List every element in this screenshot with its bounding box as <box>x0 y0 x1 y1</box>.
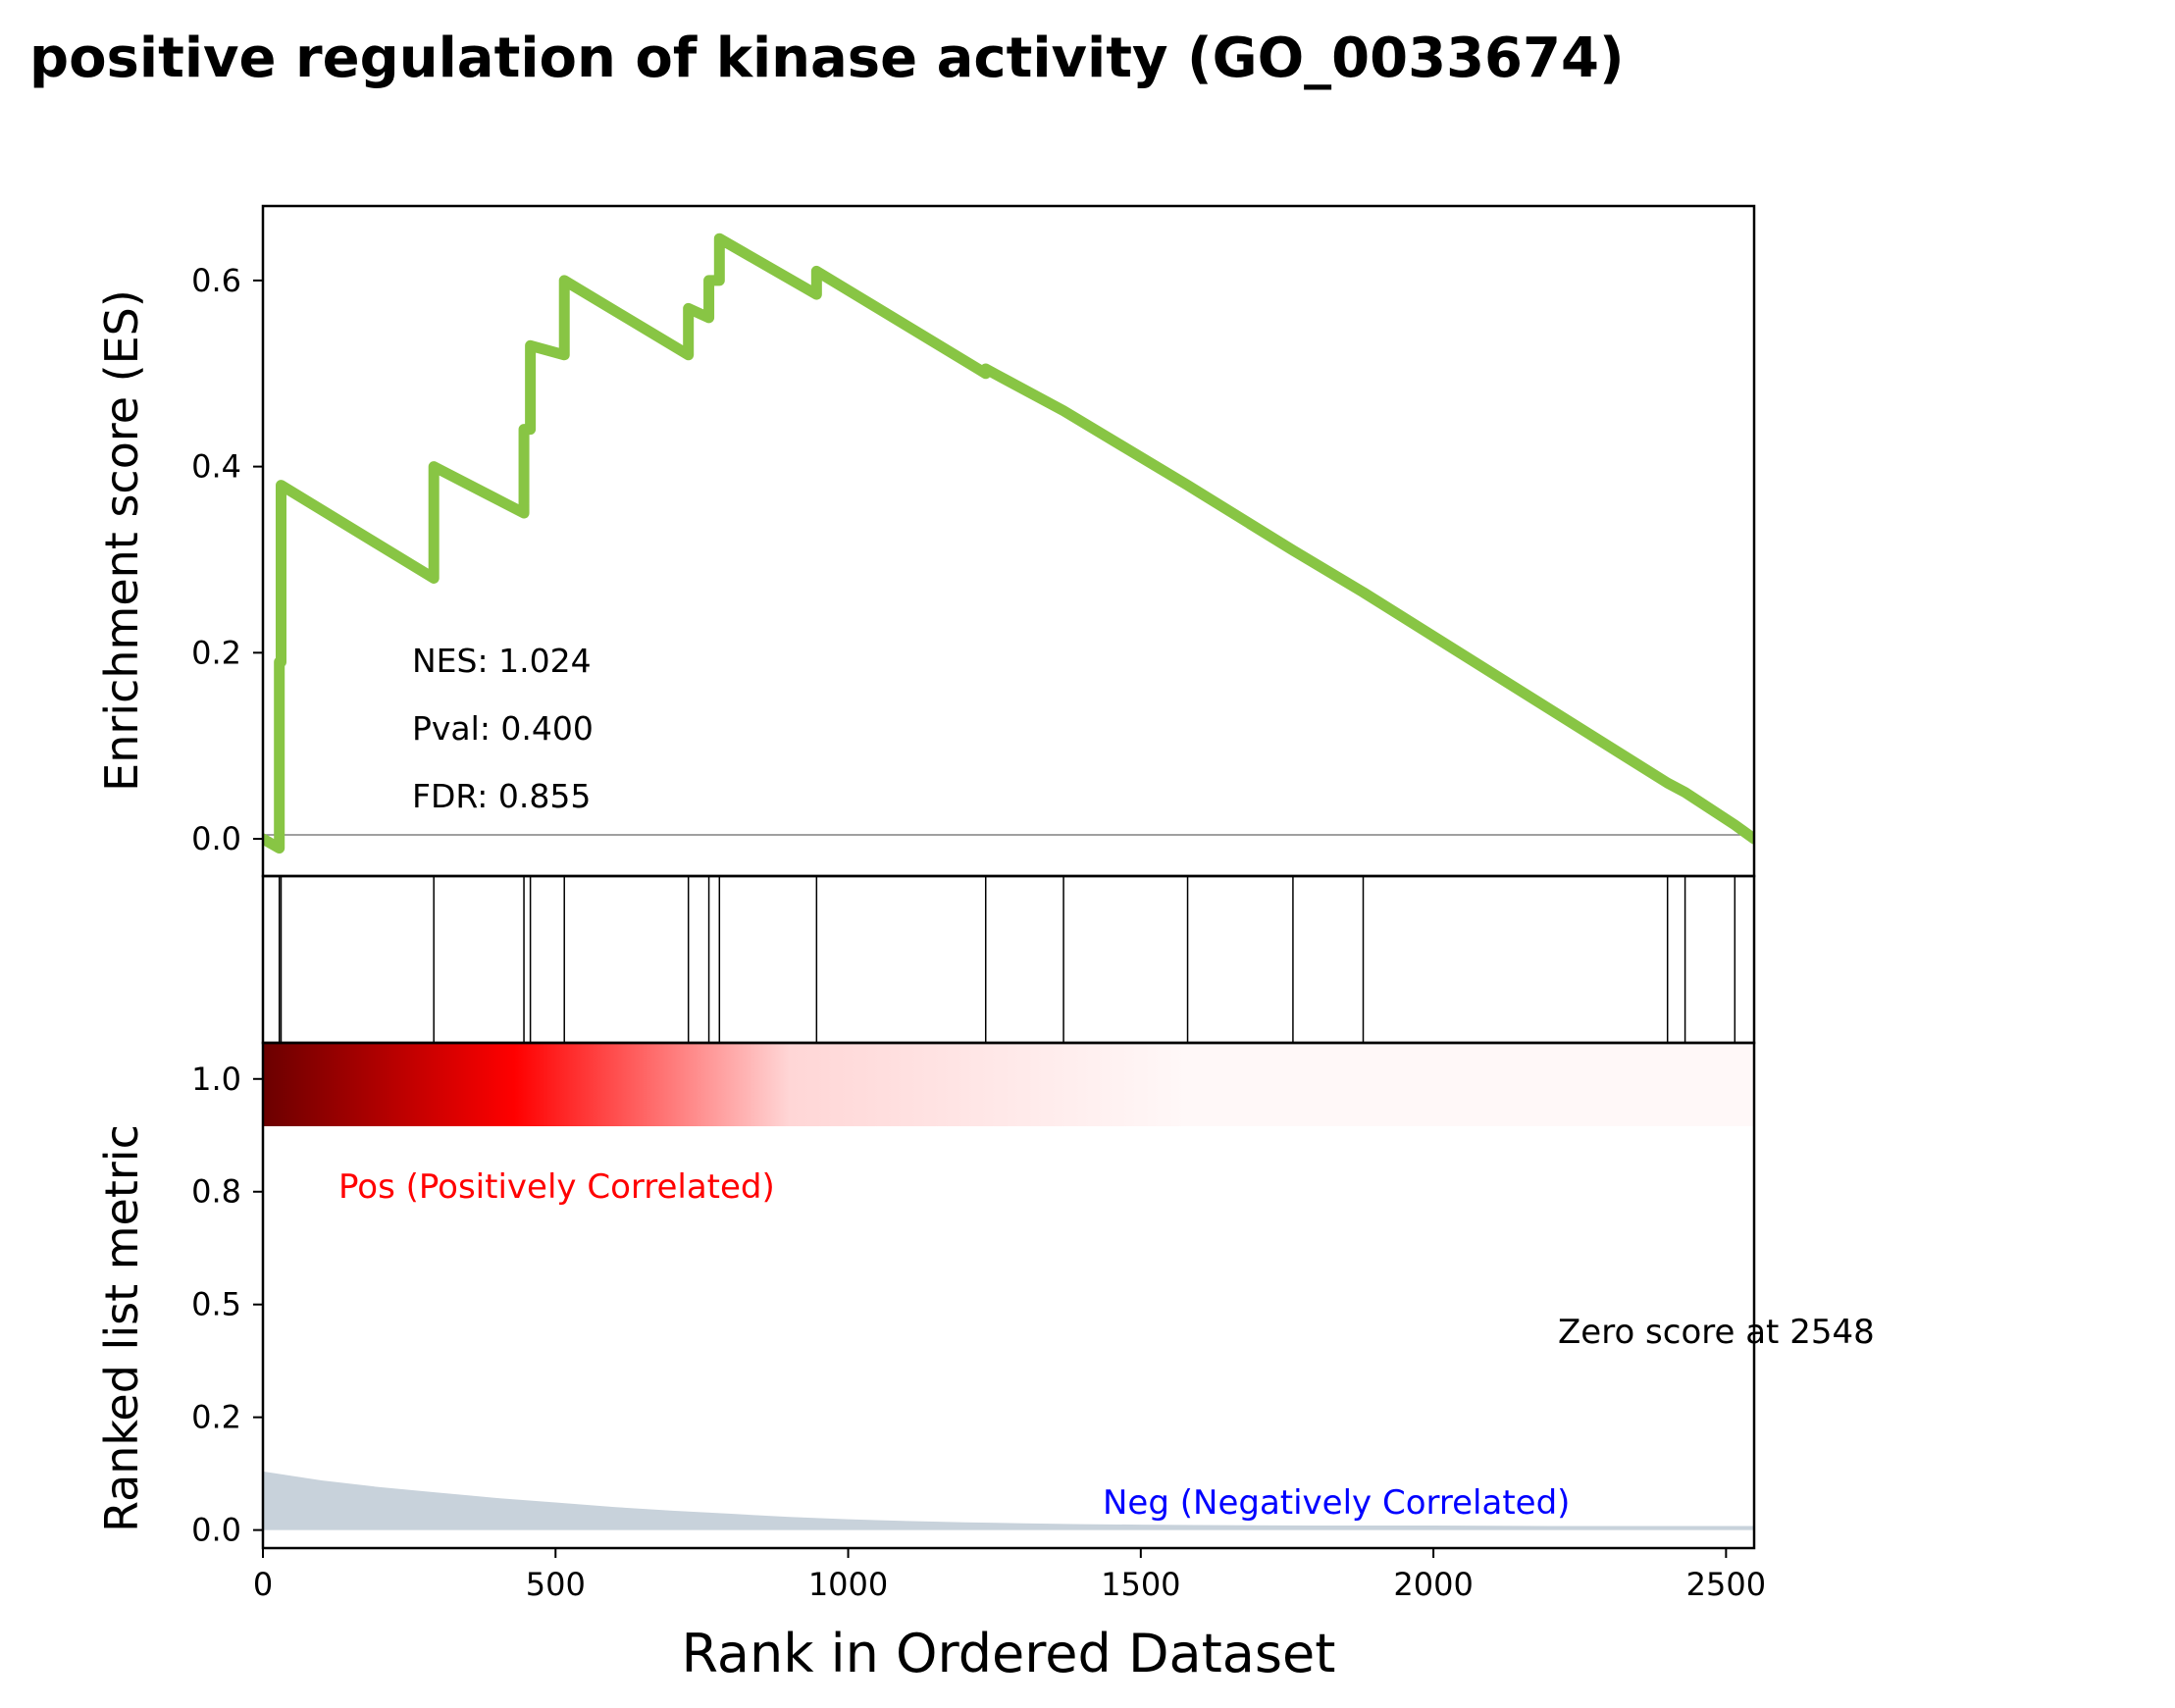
x-tick-label: 500 <box>526 1566 586 1603</box>
metric-y-tick-label: 0.2 <box>191 1399 241 1436</box>
rank-color-bar <box>263 1043 1754 1126</box>
metric-y-tick-label: 0.0 <box>191 1512 241 1549</box>
x-axis-label: Rank in Ordered Dataset <box>682 1623 1336 1684</box>
metric-y-tick-label: 0.5 <box>191 1286 241 1323</box>
metric-y-axis-label: Ranked list metric <box>95 1124 148 1532</box>
chart-title: positive regulation of kinase activity (… <box>29 26 1625 90</box>
es-y-tick-label: 0.4 <box>191 448 241 486</box>
metric-y-tick-label: 0.8 <box>191 1173 241 1211</box>
x-tick-label: 2000 <box>1393 1566 1473 1603</box>
es-y-tick-label: 0.6 <box>191 262 241 299</box>
metric-panel: 0.0 0.2 0.5 0.8 1.0 Pos (Positively Correlat… <box>95 1043 1875 1549</box>
pos-label: Pos (Positively Correlated) <box>338 1167 775 1207</box>
es-panel-frame <box>261 204 1756 878</box>
es-curve <box>263 233 1754 854</box>
metric-y-ticks: 0.0 0.2 0.5 0.8 1.0 <box>191 1061 263 1549</box>
x-axis-ticks: 0 500 1000 1500 2000 2500 <box>253 1548 1766 1603</box>
metric-panel-frame <box>261 1041 1756 1550</box>
nes-annotation: NES: 1.024 <box>412 642 592 680</box>
ranked-metric-area <box>263 1471 1754 1530</box>
x-tick-label: 0 <box>253 1566 273 1603</box>
zero-score-label: Zero score at 2548 <box>1558 1313 1875 1352</box>
es-y-tick-label: 0.2 <box>191 634 241 671</box>
x-tick-label: 1000 <box>808 1566 888 1603</box>
metric-y-tick-label: 1.0 <box>191 1061 241 1098</box>
x-tick-label: 1500 <box>1101 1566 1180 1603</box>
neg-label: Neg (Negatively Correlated) <box>1103 1483 1570 1523</box>
es-y-axis-label: Enrichment score (ES) <box>95 289 148 792</box>
pval-annotation: Pval: 0.400 <box>412 709 594 748</box>
es-panel: 0.0 0.2 0.4 0.6 NES: 1.024 Pval: 0.400 FDR:… <box>95 233 1754 857</box>
x-tick-label: 2500 <box>1686 1566 1766 1603</box>
hits-panel <box>278 876 1736 1043</box>
es-y-tick-label: 0.0 <box>191 820 241 857</box>
hits-panel-frame <box>261 874 1756 1045</box>
fdr-annotation: FDR: 0.855 <box>412 777 591 815</box>
es-y-ticks: 0.0 0.2 0.4 0.6 <box>191 262 263 857</box>
